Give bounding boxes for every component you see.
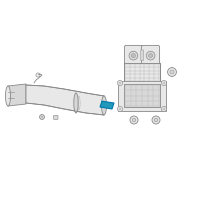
Ellipse shape	[6, 86, 10, 106]
Circle shape	[131, 54, 135, 58]
Polygon shape	[8, 84, 26, 106]
Circle shape	[132, 118, 136, 122]
Ellipse shape	[102, 96, 106, 115]
Circle shape	[149, 54, 153, 58]
FancyBboxPatch shape	[124, 45, 143, 66]
Circle shape	[154, 118, 158, 122]
Circle shape	[40, 115, 44, 119]
FancyBboxPatch shape	[54, 115, 58, 119]
Circle shape	[129, 51, 138, 60]
Polygon shape	[118, 81, 166, 111]
Circle shape	[130, 116, 138, 124]
Circle shape	[117, 106, 123, 112]
Circle shape	[168, 68, 176, 76]
Circle shape	[161, 106, 167, 112]
Polygon shape	[100, 101, 114, 109]
Ellipse shape	[74, 93, 78, 113]
Circle shape	[161, 80, 167, 86]
Polygon shape	[124, 84, 160, 107]
Circle shape	[117, 80, 123, 86]
Circle shape	[170, 70, 174, 74]
FancyBboxPatch shape	[141, 50, 144, 60]
Polygon shape	[124, 63, 160, 82]
FancyBboxPatch shape	[141, 45, 160, 66]
Polygon shape	[26, 85, 104, 115]
Circle shape	[152, 116, 160, 124]
Circle shape	[146, 51, 155, 60]
